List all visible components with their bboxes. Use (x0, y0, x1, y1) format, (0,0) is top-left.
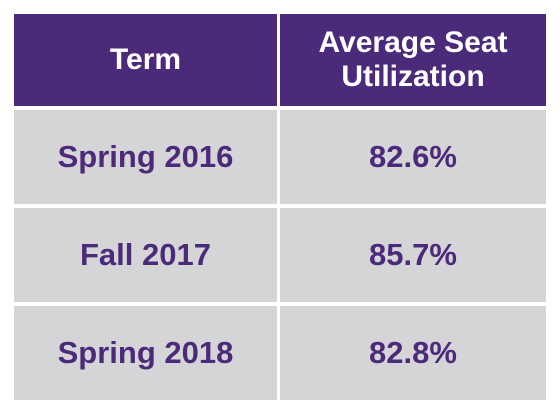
column-header-average-seat-utilization: Average Seat Utilization (280, 14, 546, 106)
utilization-table: Term Average Seat Utilization Spring 201… (14, 14, 546, 400)
term-cell: Fall 2017 (14, 208, 277, 302)
utilization-cell: 85.7% (280, 208, 546, 302)
term-cell: Spring 2018 (14, 306, 277, 400)
column-header-term: Term (14, 14, 277, 106)
utilization-cell: 82.6% (280, 110, 546, 204)
term-cell: Spring 2016 (14, 110, 277, 204)
utilization-cell: 82.8% (280, 306, 546, 400)
